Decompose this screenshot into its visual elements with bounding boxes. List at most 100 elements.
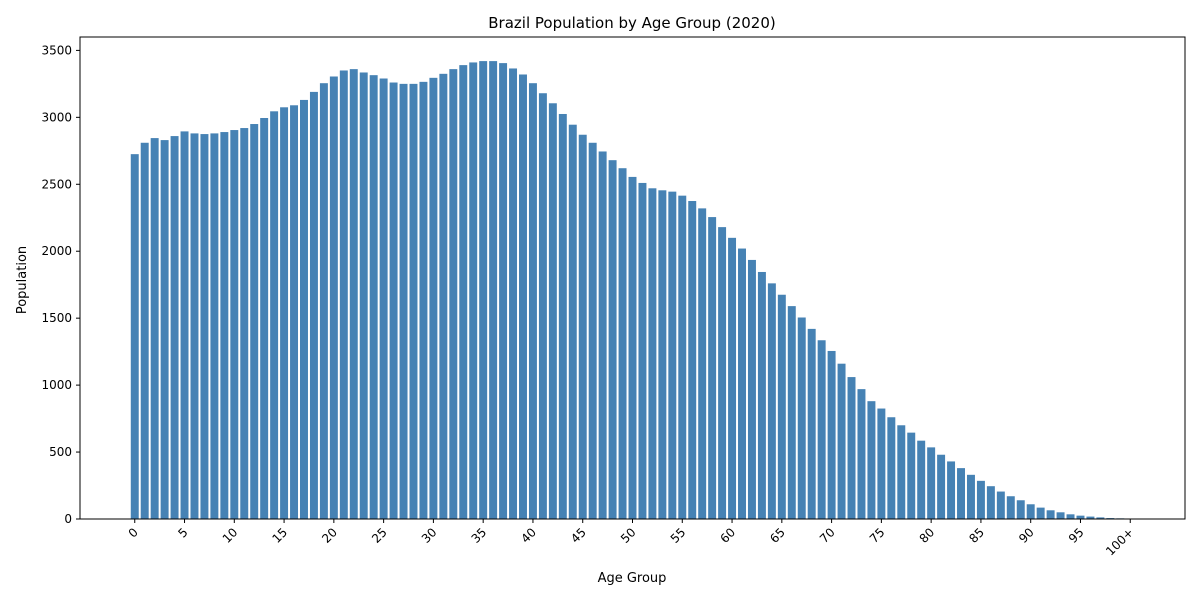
bar (250, 124, 259, 520)
bar (678, 195, 687, 520)
bar (787, 306, 796, 519)
bar (698, 208, 707, 519)
bar (339, 70, 348, 519)
bar (210, 133, 219, 519)
bar (240, 128, 249, 520)
bar (170, 136, 179, 520)
bar (1026, 504, 1035, 519)
bar (847, 377, 856, 519)
y-tick-label: 1000 (41, 378, 72, 392)
bar (528, 83, 537, 520)
bar (877, 408, 886, 519)
bar (837, 363, 846, 519)
bar (668, 191, 677, 519)
bar (817, 340, 826, 519)
bar (728, 237, 737, 520)
bar (937, 454, 946, 519)
bar (190, 133, 199, 519)
bar (807, 328, 816, 519)
bar (718, 227, 727, 519)
bar (658, 190, 667, 519)
bar (917, 440, 926, 519)
bar (290, 105, 299, 520)
bar (857, 389, 866, 519)
bar (1036, 507, 1045, 519)
bar (688, 201, 697, 519)
bar (349, 69, 358, 519)
bar (578, 134, 587, 519)
y-tick-label: 3000 (41, 110, 72, 124)
bar (399, 83, 408, 519)
bar (957, 468, 965, 519)
bar (757, 271, 766, 519)
bar (130, 154, 139, 519)
bar (359, 72, 368, 519)
bar (777, 294, 786, 519)
bar (797, 317, 806, 519)
bar (140, 142, 149, 519)
bar (499, 63, 508, 519)
bar (1066, 514, 1075, 519)
y-axis-ticks: 0 500 1000 1500 2000 2500 3000 3500 (41, 43, 80, 526)
bar (459, 65, 468, 519)
bar (638, 182, 647, 519)
bar (738, 248, 746, 520)
bar (270, 111, 279, 519)
y-tick-label: 3500 (41, 43, 72, 57)
bar (469, 62, 478, 519)
bar (598, 151, 607, 519)
bar (618, 168, 627, 519)
bar (907, 432, 916, 519)
bar (479, 61, 488, 519)
x-axis-label: Age Group (598, 571, 667, 586)
bar (568, 124, 577, 520)
bar (280, 107, 289, 520)
bar (1096, 517, 1105, 519)
bar (558, 113, 567, 519)
bar (927, 447, 936, 519)
bar (608, 160, 617, 519)
bar (409, 83, 418, 519)
bar (986, 486, 995, 519)
bar (887, 417, 896, 519)
bar (369, 75, 378, 520)
bar (429, 77, 438, 519)
bar (439, 73, 448, 519)
bar (230, 130, 239, 519)
y-tick-label: 0 (64, 512, 72, 526)
bar (767, 283, 776, 519)
bar (319, 83, 328, 520)
bar (519, 74, 527, 519)
plot-frame (79, 36, 1186, 520)
bar (449, 69, 458, 519)
bar (947, 461, 956, 519)
bar (160, 140, 169, 519)
bar (1076, 515, 1085, 519)
bar (180, 131, 189, 519)
bar (897, 425, 906, 519)
bar (976, 480, 985, 519)
bars-group (130, 61, 1135, 520)
bar (1016, 500, 1025, 519)
y-axis-label: Population (15, 246, 30, 314)
bar (538, 93, 547, 519)
bar (509, 68, 518, 519)
bar (150, 138, 159, 519)
y-tick-label: 1500 (41, 311, 72, 325)
bar (379, 78, 388, 519)
bar (220, 132, 229, 520)
bar (648, 188, 657, 520)
bar (1086, 516, 1095, 519)
bar (389, 82, 398, 520)
bar (1056, 512, 1065, 519)
bar (867, 401, 876, 519)
bar (300, 99, 308, 519)
bar (1006, 496, 1015, 519)
bar (996, 491, 1005, 519)
bar (419, 81, 428, 519)
bar (1046, 510, 1055, 519)
bar (747, 259, 756, 519)
bar (309, 91, 318, 520)
bar (966, 474, 975, 519)
